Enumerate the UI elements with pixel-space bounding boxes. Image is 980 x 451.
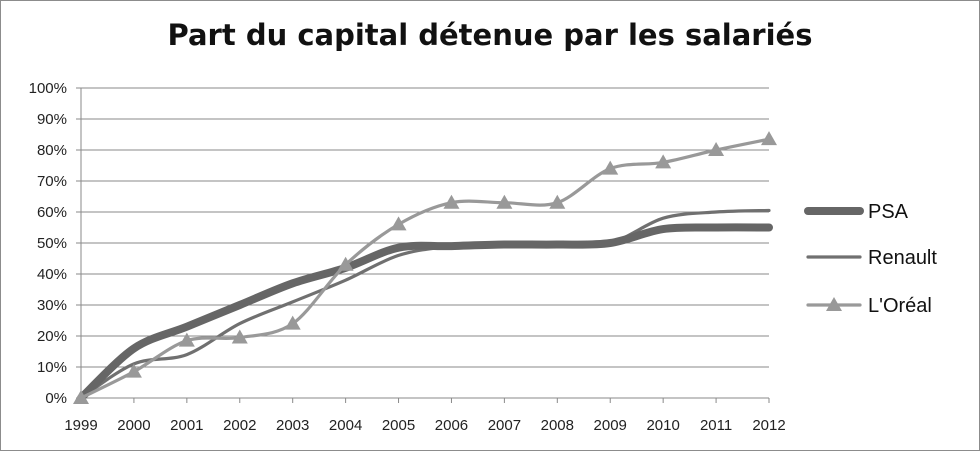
x-tick-label: 2008 (541, 417, 574, 434)
x-tick-label: 2012 (752, 417, 785, 434)
y-tick-label: 40% (37, 266, 67, 283)
legend: PSA Renault L'Oréal (804, 201, 937, 317)
x-tick-label: 2010 (646, 417, 679, 434)
legend-label-loral: L'Oréal (868, 295, 932, 317)
axes (76, 87, 770, 403)
data-point-marker (125, 363, 142, 378)
legend-label-psa: PSA (868, 201, 909, 223)
y-tick-label: 0% (45, 390, 67, 407)
data-point-marker (761, 131, 777, 146)
data-point-marker (284, 315, 301, 330)
data-point-marker (73, 390, 89, 404)
x-tick-label: 2003 (276, 417, 309, 434)
series-line-renault (79, 208, 771, 400)
y-tick-label: 70% (37, 173, 67, 190)
legend-label-renault: Renault (868, 247, 937, 269)
series-line-loral (79, 137, 771, 400)
y-tick-label: 100% (29, 80, 67, 97)
x-tick-label: 1999 (64, 417, 97, 434)
series-lines (73, 131, 777, 404)
data-point-marker (443, 194, 460, 209)
data-point-marker (496, 194, 513, 209)
y-tick-label: 50% (37, 235, 67, 252)
data-point-marker (231, 329, 248, 344)
legend-marker (826, 297, 842, 311)
y-tick-label: 20% (37, 328, 67, 345)
y-tick-label: 60% (37, 204, 67, 221)
x-axis-tick-labels: 1999 2000 2001 2002 2003 2004 2005 2006 2007 2008… (64, 417, 785, 434)
data-point-marker (655, 154, 672, 169)
y-axis-tick-labels: 0% 10% 20% 30% 40% 50% 60% 70% 80% 90% 100% (29, 80, 67, 407)
x-tick-label: 2005 (382, 417, 415, 434)
y-tick-label: 80% (37, 142, 67, 159)
x-tick-label: 2009 (594, 417, 627, 434)
data-point-marker (549, 194, 566, 209)
x-tick-label: 2000 (117, 417, 150, 434)
data-point-marker (708, 142, 725, 156)
x-tick-label: 2002 (223, 417, 256, 434)
x-tick-label: 2006 (435, 417, 468, 434)
data-point-marker (390, 216, 407, 231)
y-tick-label: 10% (37, 359, 67, 376)
x-tick-label: 2007 (488, 417, 521, 434)
y-tick-label: 30% (37, 297, 67, 314)
chart-title: Part du capital détenue par les salariés (167, 18, 813, 52)
data-point-marker (602, 160, 619, 175)
series-line-psa (77, 223, 773, 402)
y-tick-label: 90% (37, 111, 67, 128)
x-tick-label: 2001 (170, 417, 203, 434)
data-point-marker (337, 256, 354, 271)
x-tick-label: 2011 (700, 417, 732, 434)
x-tick-label: 2004 (329, 417, 362, 434)
data-point-marker (178, 332, 195, 347)
